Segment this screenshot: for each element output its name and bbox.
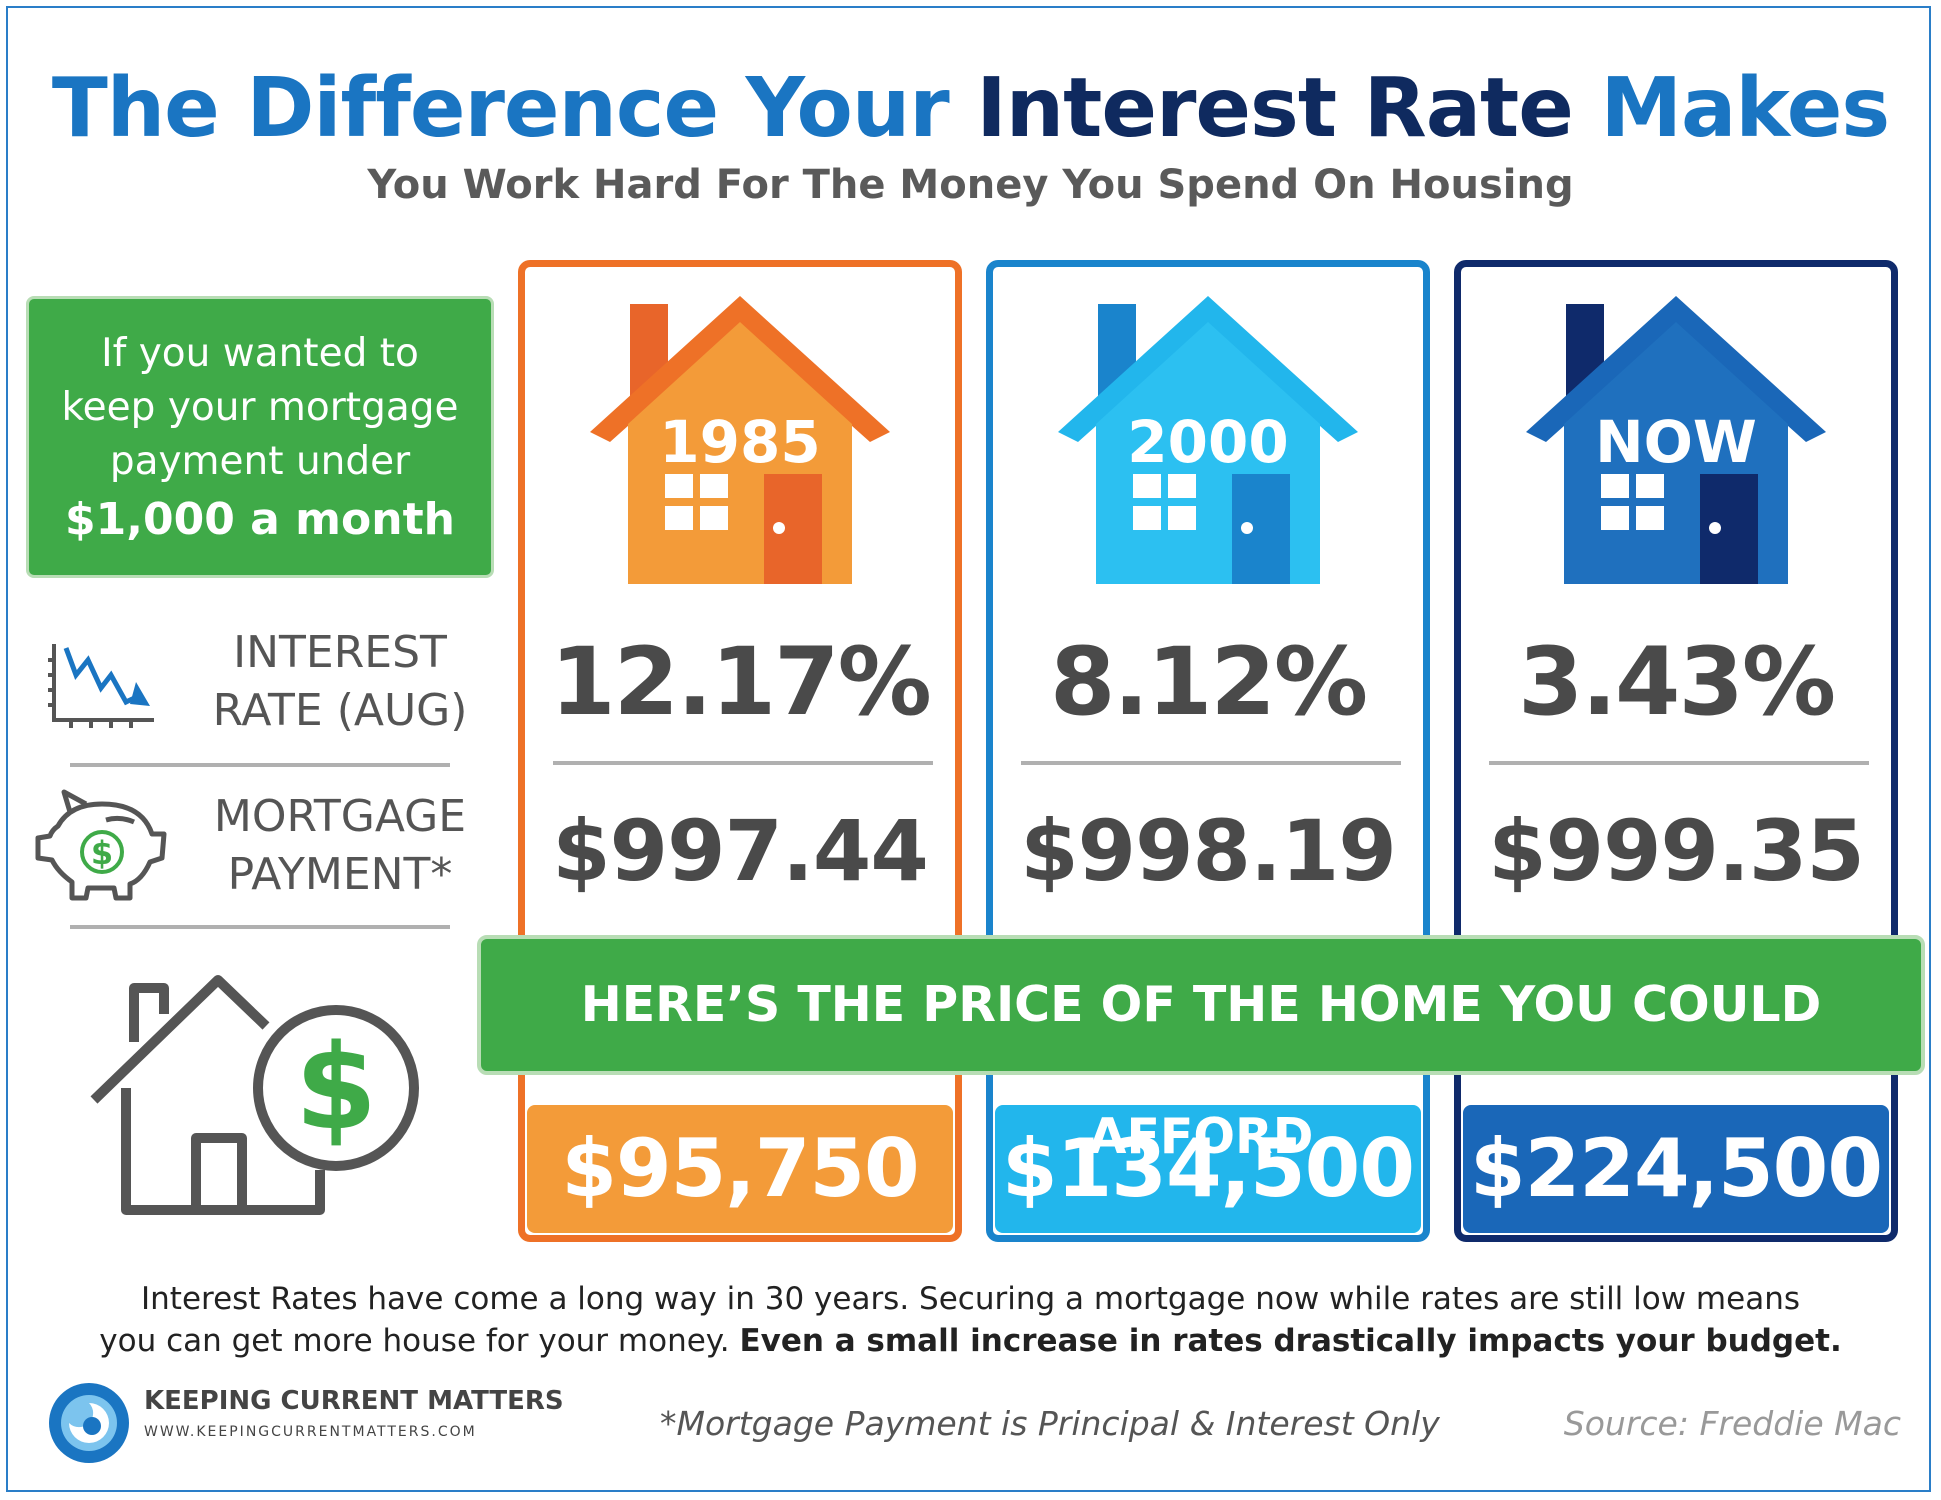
brand-name: KEEPING CURRENT MATTERS [144,1386,564,1416]
payment-2000: $998.19 [1020,802,1397,900]
column-2000 [986,260,1430,1242]
svg-text:$: $ [295,1018,377,1156]
intro-line-2: keep your mortgage [61,385,459,430]
price-now: $224,500 [1463,1105,1889,1233]
interest-rate-label: INTEREST RATE (AUG) [190,624,490,740]
intro-line-4: $1,000 a month [65,494,455,545]
payment-1985: $997.44 [552,802,929,900]
brand-logo: KEEPING CURRENT MATTERS WWW.KEEPINGCURRE… [46,1380,564,1470]
title-part-1: The Difference Your [51,61,950,156]
mortgage-payment-label: MORTGAGE PAYMENT* [190,788,490,904]
house-1985-label: 1985 [659,408,821,476]
intro-box: If you wanted to keep your mortgage paym… [26,296,494,578]
divider [70,763,450,767]
column-1985 [518,260,962,1242]
footer-line-1: Interest Rates have come a long way in 3… [141,1281,1800,1317]
brand-url: WWW.KEEPINGCURRENTMATTERS.COM [144,1424,477,1440]
svg-text:$: $ [91,834,113,872]
footer-line-2-plain: you can get more house for your money. [99,1323,730,1359]
house-1985-icon [590,296,890,584]
column-now [1454,260,1898,1242]
house-2000-label: 2000 [1127,408,1289,476]
rate-now: 3.43% [1517,628,1836,737]
divider [70,925,450,929]
interest-label-line-1: INTEREST [233,627,447,678]
rate-1985: 12.17% [550,628,932,737]
mortgage-label-line-2: PAYMENT* [227,849,453,900]
payment-now: $999.35 [1488,802,1865,900]
house-now-icon [1526,296,1826,584]
chart-down-icon [48,644,154,728]
footer-line-2: you can get more house for your money. E… [0,1320,1941,1362]
source-note: Source: Freddie Mac [1563,1404,1901,1443]
title-part-2: Interest Rate [976,61,1574,156]
divider [1021,761,1401,765]
rate-2000: 8.12% [1049,628,1368,737]
house-dollar-icon: $ [90,975,419,1215]
footer-line-2-bold: Even a small increase in rates drastical… [739,1323,1842,1359]
price-2000: $134,500 [995,1105,1421,1233]
price-1985: $95,750 [527,1105,953,1233]
interest-label-line-2: RATE (AUG) [212,685,468,736]
house-2000-icon [1058,296,1358,584]
mortgage-label-line-1: MORTGAGE [213,791,467,842]
infographic-frame [6,6,1931,1492]
intro-line-1: If you wanted to [101,331,419,376]
footer-summary: Interest Rates have come a long way in 3… [0,1278,1941,1362]
swirl-logo-icon [49,1383,129,1463]
divider [553,761,933,765]
page-subtitle: You Work Hard For The Money You Spend On… [367,162,1574,208]
house-now-label: NOW [1595,408,1757,476]
intro-line-3: payment under [109,439,411,484]
page-title: The Difference Your Interest Rate Makes [0,68,1941,150]
piggy-bank-icon: $ [35,789,167,901]
afford-banner: HERE’S THE PRICE OF THE HOME YOU COULD A… [477,935,1925,1165]
title-part-3: Makes [1600,61,1890,156]
footnote: *Mortgage Payment is Principal & Interes… [660,1404,1440,1443]
divider [1489,761,1869,765]
